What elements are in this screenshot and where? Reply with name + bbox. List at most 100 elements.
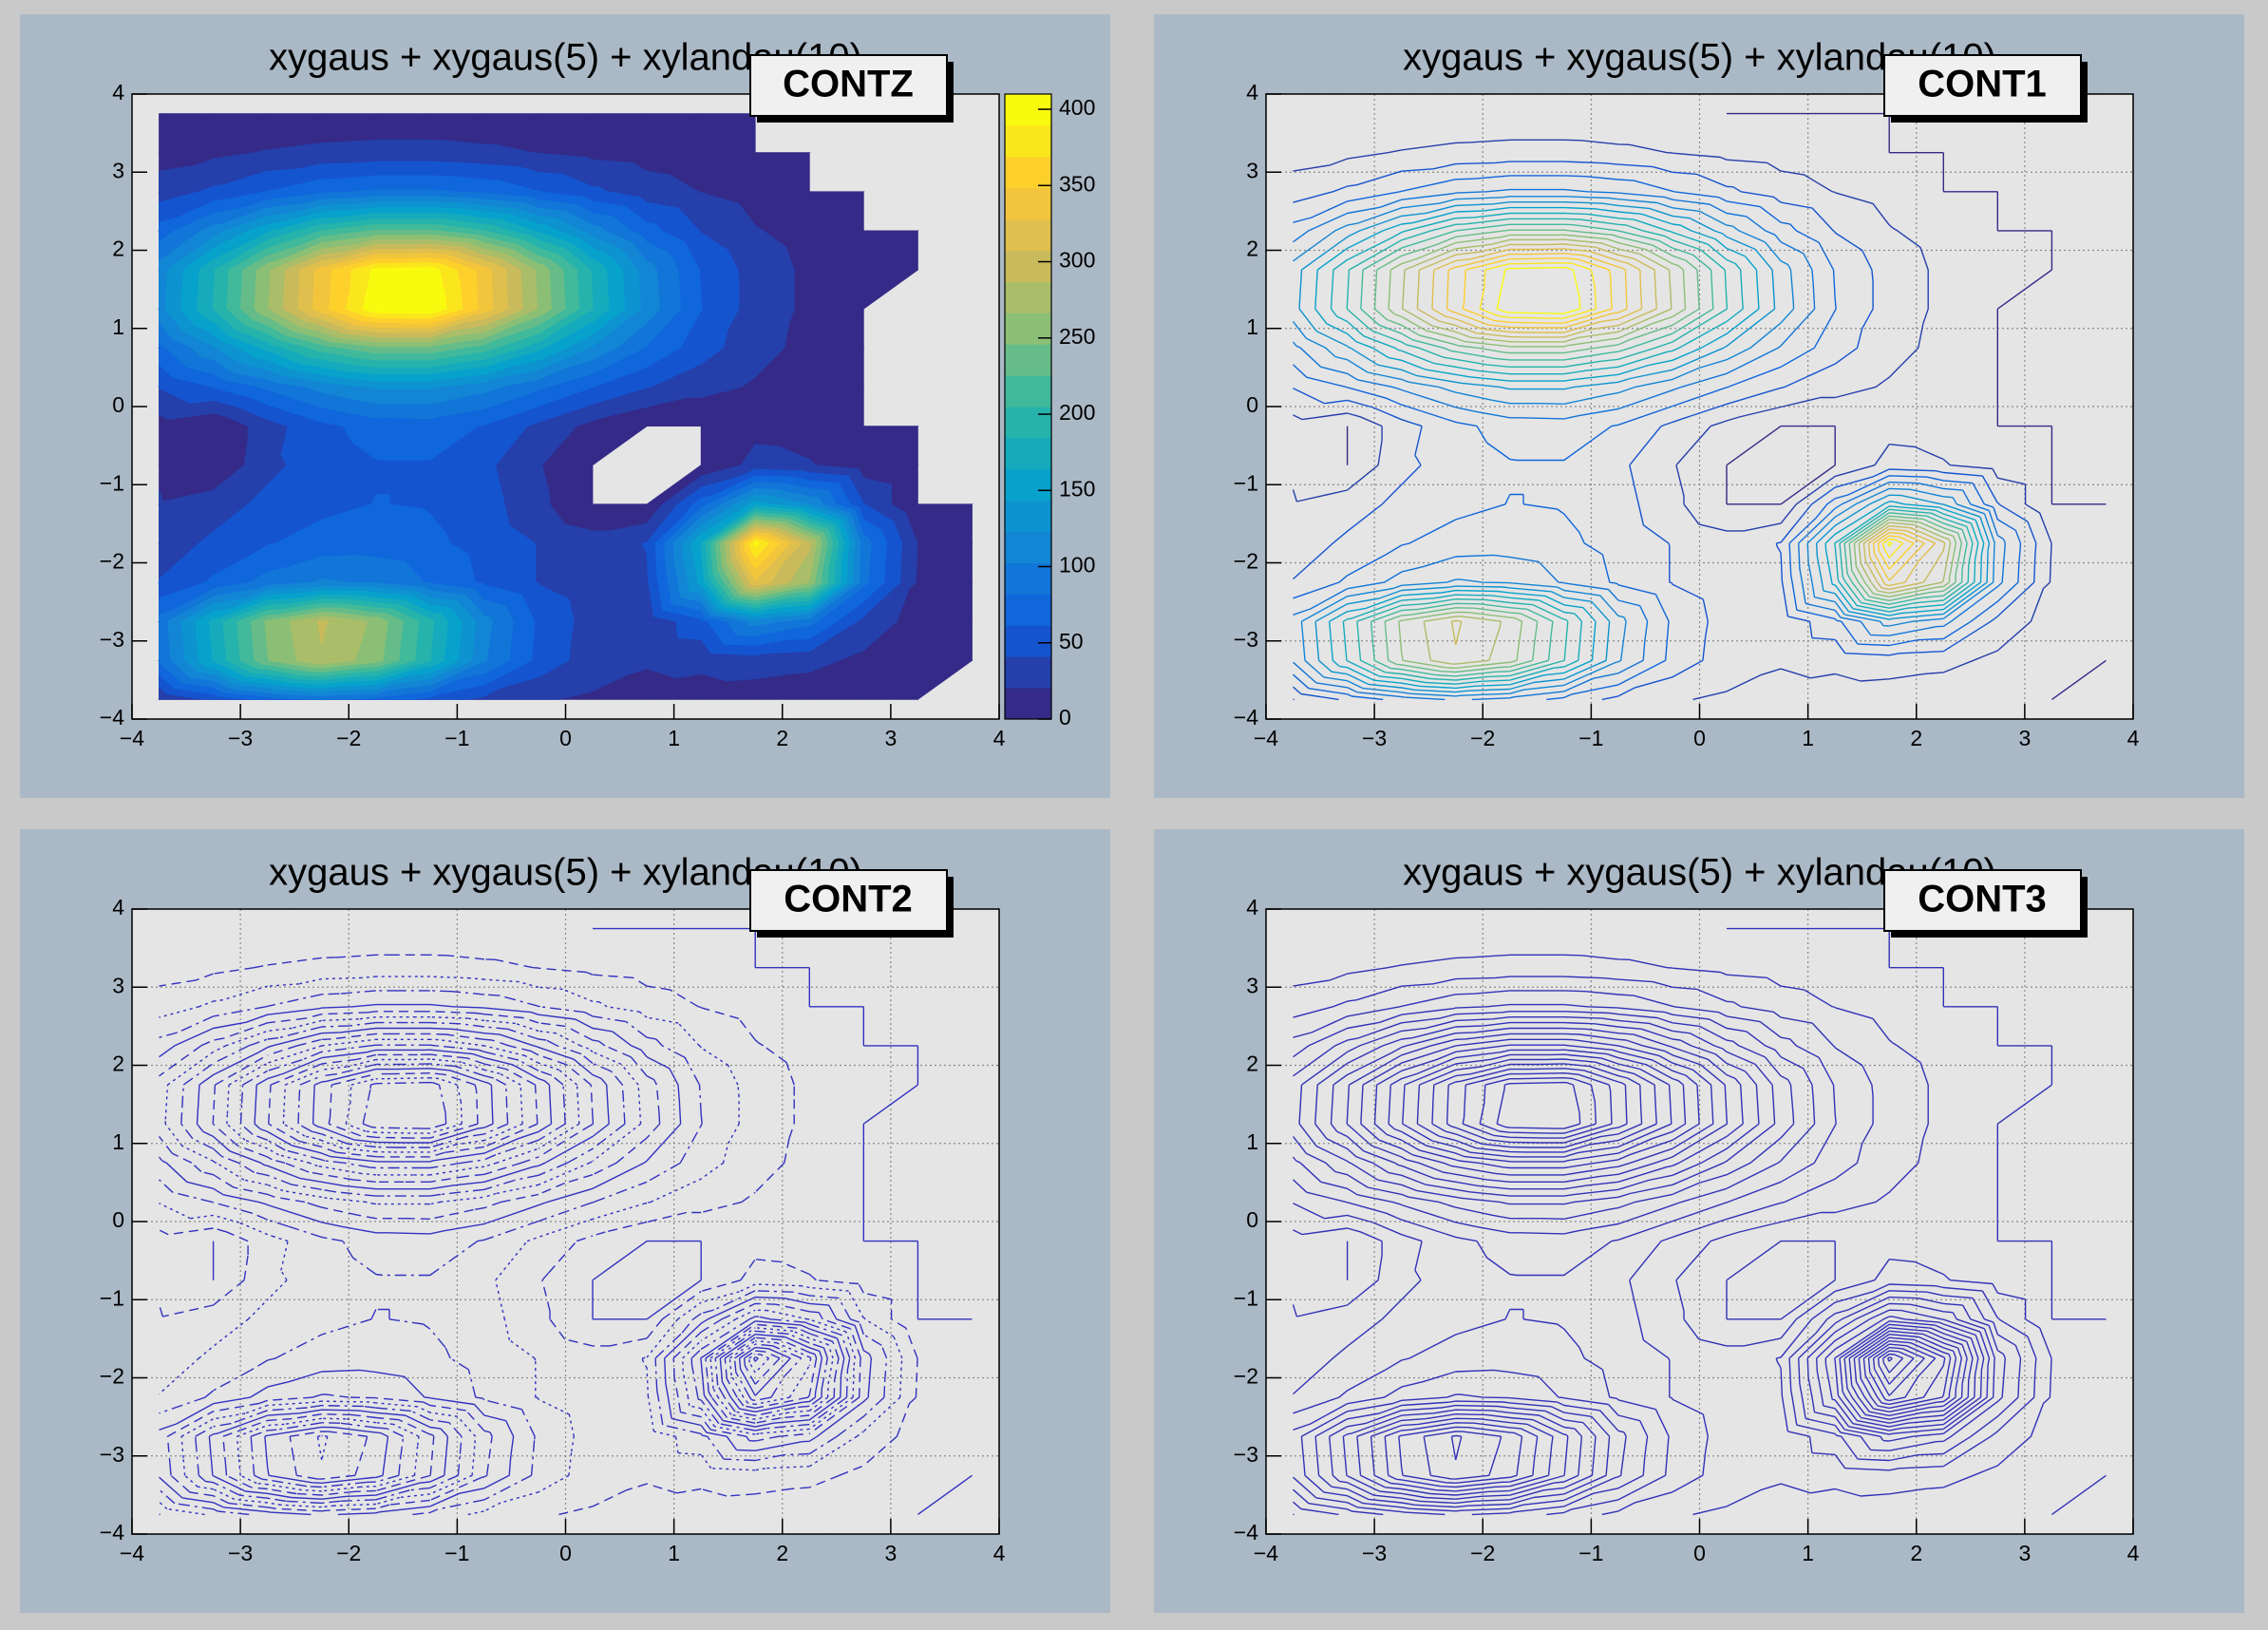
y-tick-label: 3	[1246, 973, 1258, 997]
contour-line	[158, 954, 918, 1516]
contour-line	[1292, 954, 2052, 1516]
x-tick-label: −4	[1254, 726, 1278, 750]
x-tick-label: 1	[668, 1541, 680, 1565]
y-tick-label: 2	[1246, 1052, 1258, 1076]
contour-line	[1292, 196, 1995, 697]
contour-line	[1292, 188, 2006, 701]
colorbar-band	[1005, 218, 1051, 251]
x-tick-label: 2	[1910, 1541, 1922, 1565]
y-tick-label: 2	[112, 1052, 124, 1076]
x-tick-label: −3	[228, 726, 253, 750]
y-tick-label: 2	[112, 237, 124, 261]
y-tick-label: 0	[1246, 1207, 1258, 1232]
y-tick-label: −3	[1234, 627, 1258, 652]
option-box	[749, 54, 948, 117]
colorbar-band	[1005, 531, 1051, 563]
contour-line	[1330, 1027, 1979, 1500]
y-tick-label: −3	[100, 1442, 124, 1467]
contour-line	[1373, 229, 1962, 673]
contour-line	[328, 1072, 781, 1385]
x-tick-label: −3	[228, 1541, 253, 1565]
contour-line	[1292, 139, 2052, 701]
contour-line	[239, 1044, 828, 1488]
y-tick-label: 0	[1246, 392, 1258, 417]
x-tick-label: 0	[1693, 726, 1706, 750]
contour-line	[1431, 248, 1937, 587]
y-tick-label: −4	[100, 1520, 124, 1545]
option-box	[749, 869, 948, 932]
contour-line	[1479, 1077, 1904, 1374]
contour-line	[1402, 238, 1952, 665]
option-label: CONT3	[1918, 879, 2047, 920]
contour-line	[1402, 1053, 1952, 1480]
colorbar-band	[1005, 562, 1051, 595]
x-tick-label: 2	[1910, 726, 1922, 750]
contour-line	[1330, 212, 1979, 685]
y-tick-label: 4	[112, 80, 124, 104]
contour-line	[1292, 1003, 2006, 1516]
contour-line	[1360, 223, 1968, 677]
colorbar-band	[1005, 437, 1051, 470]
colorbar-band	[1005, 156, 1051, 189]
y-tick-label: −4	[1234, 1520, 1258, 1545]
contour-line	[226, 1038, 834, 1492]
x-tick-label: −2	[1470, 1541, 1495, 1565]
y-tick-label: 0	[112, 1207, 124, 1232]
y-tick-label: 3	[1246, 158, 1258, 182]
colorbar-band	[1005, 594, 1051, 626]
y-tick-label: −1	[100, 1285, 124, 1310]
colorbar-border	[1004, 93, 1052, 720]
colorbar-band	[1005, 500, 1051, 533]
contour-line	[1293, 976, 2037, 1516]
contour-line	[362, 1081, 759, 1362]
contour-line	[1479, 262, 1904, 559]
colorbar-band	[1005, 124, 1051, 158]
contour-line	[196, 1027, 845, 1500]
z-tick-label: 350	[1059, 171, 1095, 196]
option-label: CONT2	[784, 879, 913, 920]
option-box	[1883, 54, 2082, 117]
colorbar-band	[1005, 313, 1051, 345]
y-tick-label: −3	[100, 627, 124, 652]
contour-line	[212, 1033, 840, 1496]
contour-line	[1314, 206, 1985, 690]
contour-line	[158, 1003, 872, 1516]
colorbar-band	[1005, 187, 1051, 220]
contour-line	[158, 1011, 861, 1512]
y-tick-label: −1	[1234, 1285, 1258, 1310]
contour-line	[1360, 1038, 1968, 1492]
y-tick-label: 4	[1246, 895, 1258, 919]
contour-line	[1293, 990, 2022, 1516]
x-tick-label: −3	[1362, 1541, 1387, 1565]
contour-line	[1373, 1044, 1962, 1488]
contour-line	[1431, 1063, 1937, 1402]
y-tick-label: 4	[1246, 80, 1258, 104]
x-tick-label: 2	[776, 1541, 788, 1565]
contour-line	[1292, 1011, 1995, 1512]
y-tick-label: −2	[1234, 549, 1258, 574]
y-tick-label: −4	[1234, 705, 1258, 730]
y-tick-label: −3	[1234, 1442, 1258, 1467]
x-tick-label: 4	[2127, 1541, 2140, 1565]
contour-line	[1446, 1068, 1925, 1396]
y-tick-label: −2	[100, 549, 124, 574]
y-tick-label: 3	[112, 158, 124, 182]
z-tick-label: 150	[1059, 476, 1095, 501]
contour-line	[164, 1016, 857, 1508]
x-tick-label: 1	[1802, 1541, 1814, 1565]
z-tick-label: 300	[1059, 248, 1095, 273]
x-tick-label: 3	[2018, 726, 2031, 750]
x-tick-label: 1	[668, 726, 680, 750]
z-tick-label: 50	[1059, 629, 1084, 654]
contour-line	[282, 1058, 812, 1461]
x-tick-label: −2	[336, 1541, 361, 1565]
x-tick-label: −4	[1254, 1541, 1278, 1565]
z-tick-label: 200	[1059, 400, 1095, 425]
colorbar-band	[1005, 688, 1051, 720]
contour-line	[1496, 266, 1893, 547]
x-tick-label: −1	[444, 1541, 469, 1565]
